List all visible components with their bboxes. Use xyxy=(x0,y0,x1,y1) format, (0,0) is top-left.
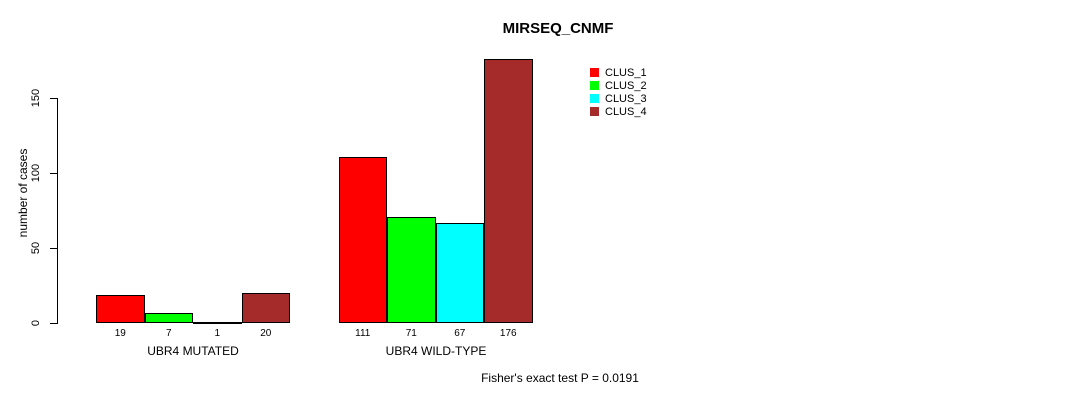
bar-clus_1-group1 xyxy=(96,294,145,323)
annotation-fisher-test: Fisher's exact test P = 0.0191 xyxy=(481,371,639,385)
legend-label: CLUS_4 xyxy=(605,105,647,118)
bar-value-label: 20 xyxy=(260,328,272,339)
y-axis-tick-label: 0 xyxy=(30,319,42,327)
legend-item: CLUS_2 xyxy=(590,79,647,92)
legend-item: CLUS_1 xyxy=(590,66,647,79)
y-axis-tick xyxy=(50,248,57,249)
legend-label: CLUS_3 xyxy=(605,92,647,105)
legend-item: CLUS_4 xyxy=(590,105,647,118)
x-group-label-mutated: UBR4 MUTATED xyxy=(147,344,239,358)
legend-swatch xyxy=(590,68,599,77)
bar-clus_4-group2 xyxy=(484,59,533,323)
bar-value-label: 111 xyxy=(355,328,371,339)
legend-item: CLUS_3 xyxy=(590,92,647,105)
bar-clus_1-group2 xyxy=(338,156,387,323)
y-axis-tick-label: 100 xyxy=(30,163,42,183)
bar-clus_2-group1 xyxy=(144,312,193,323)
bar-value-label: 19 xyxy=(114,328,126,339)
legend-label: CLUS_2 xyxy=(605,79,647,92)
y-axis-tick xyxy=(50,323,57,324)
x-group-label-wildtype: UBR4 WILD-TYPE xyxy=(385,344,487,358)
bar-value-label: 71 xyxy=(405,328,417,339)
y-axis-tick xyxy=(50,98,57,99)
bar-value-label: 176 xyxy=(499,328,517,339)
bar-value-label: 67 xyxy=(454,328,466,339)
y-axis-line xyxy=(57,98,58,324)
legend-label: CLUS_1 xyxy=(605,66,647,79)
y-axis-tick-label: 150 xyxy=(30,88,42,108)
bar-clus_2-group2 xyxy=(387,216,436,323)
legend-swatch xyxy=(590,107,599,116)
bar-clus_3-group1 xyxy=(193,321,242,324)
y-axis-tick-label: 50 xyxy=(30,241,42,255)
bar-value-label: 7 xyxy=(165,328,172,339)
chart-title: MIRSEQ_CNMF xyxy=(502,20,614,37)
bar-value-label: 1 xyxy=(214,328,221,339)
y-axis-label: number of cases xyxy=(16,148,30,238)
legend-swatch xyxy=(590,94,599,103)
legend-swatch xyxy=(590,81,599,90)
y-axis-tick xyxy=(50,173,57,174)
legend: CLUS_1 CLUS_2 CLUS_3 CLUS_4 xyxy=(590,66,647,118)
bar-clus_4-group1 xyxy=(241,293,290,323)
bar-clus_3-group2 xyxy=(435,222,484,323)
